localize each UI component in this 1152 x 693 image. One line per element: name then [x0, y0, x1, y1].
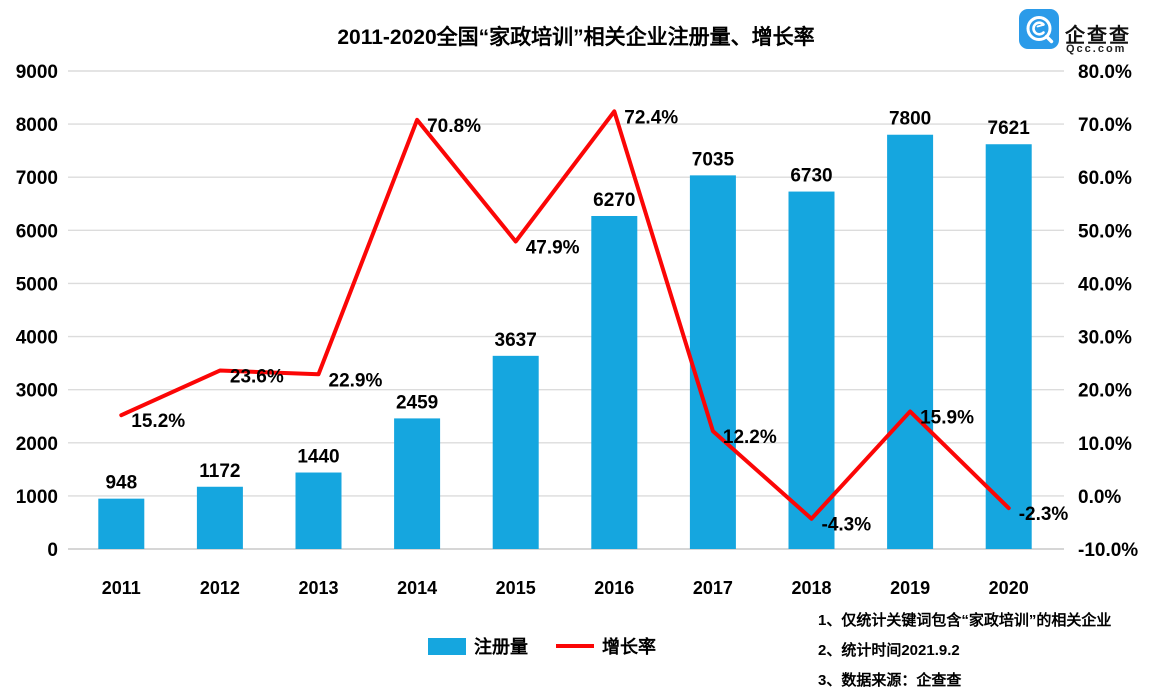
y-axis-tick-label-right: 20.0% — [1078, 381, 1132, 402]
y-axis-tick-label-left: 7000 — [16, 168, 58, 189]
bar-2016 — [591, 215, 638, 549]
x-axis-tick-label: 2018 — [791, 578, 831, 598]
bar-2019 — [887, 134, 934, 549]
growth-point-label: -4.3% — [822, 515, 872, 536]
x-axis-tick-label: 2015 — [496, 578, 536, 598]
y-axis-tick-label-right: -10.0% — [1078, 540, 1138, 561]
growth-point-label: 15.2% — [131, 411, 185, 432]
y-axis-tick-label-left: 6000 — [16, 221, 58, 242]
chart-title: 2011-2020全国“家政培训”相关企业注册量、增长率 — [337, 26, 815, 49]
y-axis-tick-label-right: 10.0% — [1078, 434, 1132, 455]
footnote-line: 1、仅统计关键词包含“家政培训”的相关企业 — [818, 612, 1112, 629]
x-axis-tick-label: 2012 — [200, 578, 240, 598]
x-axis-tick-label: 2016 — [594, 578, 634, 598]
bar-2012 — [196, 486, 243, 549]
y-axis-tick-label-left: 9000 — [16, 62, 58, 83]
bar-2013 — [295, 472, 342, 549]
footnotes: 1、仅统计关键词包含“家政培训”的相关企业 2、统计时间2021.9.2 3、数… — [818, 606, 1111, 693]
x-axis-tick-label: 2011 — [102, 578, 141, 598]
bar-2020 — [985, 144, 1032, 549]
y-axis-tick-label-right: 60.0% — [1078, 168, 1132, 189]
bar-value-label: 6270 — [593, 190, 635, 211]
y-axis-tick-label-left: 5000 — [16, 274, 58, 295]
bar-value-label: 3637 — [495, 330, 537, 351]
growth-line — [119, 109, 1011, 521]
bar-value-label: 1440 — [297, 447, 339, 468]
y-axis-tick-label-right: 30.0% — [1078, 328, 1132, 349]
bar-2017 — [689, 175, 736, 549]
legend-label-registrations: 注册量 — [474, 637, 528, 657]
footnote-line: 2、统计时间2021.9.2 — [818, 642, 960, 659]
legend-item-growth-rate: 增长率 — [556, 633, 656, 659]
y-axis-tick-label-left: 2000 — [16, 434, 58, 455]
bar-2018 — [788, 191, 835, 549]
bar-value-label: 2459 — [396, 392, 438, 413]
bar-value-label: 7035 — [692, 149, 735, 170]
y-axis-tick-label-right: 50.0% — [1078, 221, 1132, 242]
growth-point-label: 23.6% — [230, 367, 284, 388]
combo-chart: 0 -10.0% 1000 0.0% 2000 10.0% 3000 20.0% 4000 30.… — [16, 62, 1139, 598]
qcc-logo-icon — [1019, 9, 1059, 49]
growth-point-label: 12.2% — [723, 427, 777, 448]
bar-value-label: 6730 — [790, 166, 832, 187]
y-axis-tick-label-left: 0 — [47, 540, 58, 561]
legend-line-swatch — [556, 644, 594, 648]
y-axis-tick-label-right: 0.0% — [1078, 487, 1121, 508]
y-axis-tick-label-left: 1000 — [16, 487, 58, 508]
x-axis-tick-label: 2013 — [298, 578, 338, 598]
x-axis-tick-label: 2020 — [989, 578, 1029, 598]
logo-domain: Qcc.com — [1066, 43, 1127, 55]
growth-point-label: 72.4% — [624, 107, 678, 128]
x-axis-tick-label: 2017 — [693, 578, 733, 598]
y-axis-tick-label-right: 70.0% — [1078, 115, 1132, 136]
legend-item-registrations: 注册量 — [428, 633, 528, 659]
bar-2015 — [492, 355, 539, 549]
chart-legend: 注册量 增长率 — [428, 633, 656, 659]
bar-value-label: 7621 — [988, 118, 1031, 139]
y-axis-tick-label-left: 3000 — [16, 381, 58, 402]
qcc-logo: 企查查 Qcc.com — [1019, 9, 1144, 55]
bar-2014 — [394, 418, 441, 549]
growth-point-label: 70.8% — [427, 116, 481, 137]
logo-brand-name: 企查查 — [1065, 25, 1131, 47]
growth-point-label: 22.9% — [329, 370, 383, 391]
x-axis-tick-label: 2014 — [397, 578, 437, 598]
bar-value-label: 948 — [105, 473, 137, 494]
growth-point-label: 15.9% — [920, 407, 974, 428]
bar-value-label: 1172 — [199, 461, 240, 482]
y-axis-tick-label-right: 40.0% — [1078, 274, 1132, 295]
legend-bar-swatch — [428, 637, 466, 655]
growth-point-label: 47.9% — [526, 237, 580, 258]
x-axis-tick-label: 2019 — [890, 578, 930, 598]
bar-value-label: 7800 — [889, 109, 931, 130]
y-axis-tick-label-right: 80.0% — [1078, 62, 1132, 83]
y-axis-tick-label-left: 4000 — [16, 328, 58, 349]
growth-point-label: -2.3% — [1019, 504, 1069, 525]
bar-2011 — [98, 498, 145, 549]
legend-label-growth-rate: 增长率 — [602, 637, 656, 657]
footnote-line: 3、数据来源：企查查 — [818, 672, 962, 689]
y-axis-tick-label-left: 8000 — [16, 115, 58, 136]
